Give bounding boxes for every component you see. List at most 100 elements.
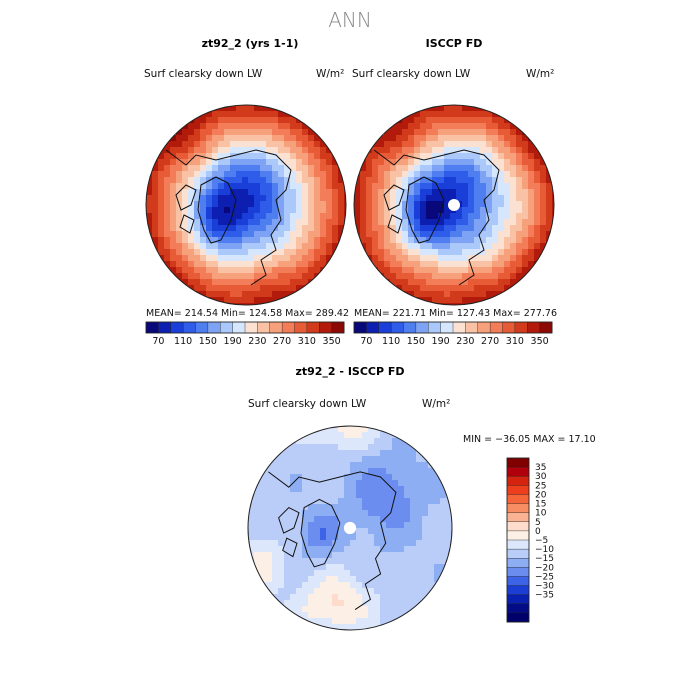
map-cell	[402, 279, 409, 286]
map-cell	[366, 243, 373, 250]
map-cell	[302, 462, 309, 469]
map-cell	[410, 510, 417, 517]
map-cell	[356, 498, 363, 505]
map-cell	[314, 177, 321, 184]
map-cell	[248, 117, 255, 124]
map-cell	[516, 159, 523, 166]
map-cell	[320, 588, 327, 595]
map-cell	[326, 534, 333, 541]
map-cell	[444, 261, 451, 268]
map-cell	[416, 510, 423, 517]
map-cell	[468, 117, 475, 124]
map-cell	[308, 528, 315, 535]
map-cell	[230, 111, 237, 118]
map-cell	[408, 231, 415, 238]
map-cell	[314, 201, 321, 208]
map-cell	[278, 558, 285, 565]
map-cell	[278, 129, 285, 136]
map-cell	[398, 438, 405, 445]
map-cell	[462, 267, 469, 274]
map-cell	[528, 165, 535, 172]
map-cell	[386, 606, 393, 613]
colorbar-swatch	[506, 548, 530, 559]
map-cell	[368, 462, 375, 469]
map-cell	[146, 213, 153, 220]
map-cell	[254, 207, 261, 214]
map-cell	[516, 189, 523, 196]
map-cell	[338, 564, 345, 571]
map-cell	[440, 492, 447, 499]
map-cell	[344, 462, 351, 469]
map-cell	[194, 171, 201, 178]
map-cell	[272, 570, 279, 577]
map-cell	[326, 255, 333, 262]
map-cell	[320, 444, 327, 451]
map-cell	[290, 123, 297, 130]
map-cell	[254, 297, 261, 304]
map-cell	[176, 195, 183, 202]
map-cell	[242, 291, 249, 298]
map-cell	[308, 480, 315, 487]
map-cell	[248, 213, 255, 220]
map-cell	[492, 171, 499, 178]
map-cell	[266, 558, 273, 565]
map-cell	[338, 207, 345, 214]
map-cell	[504, 243, 511, 250]
map-cell	[308, 237, 315, 244]
map-cell	[248, 237, 255, 244]
map-cell	[404, 600, 411, 607]
map-cell	[272, 279, 279, 286]
map-cell	[414, 219, 421, 226]
map-cell	[428, 558, 435, 565]
map-cell	[350, 534, 357, 541]
map-cell	[302, 135, 309, 142]
map-cell	[404, 462, 411, 469]
map-cell	[278, 534, 285, 541]
map-cell	[534, 165, 541, 172]
map-cell	[426, 213, 433, 220]
map-cell	[338, 444, 345, 451]
map-cell	[266, 255, 273, 262]
map-cell	[360, 225, 367, 232]
map-cell	[372, 183, 379, 190]
map-cell	[248, 153, 255, 160]
map-cell	[296, 534, 303, 541]
map-cell	[200, 207, 207, 214]
map-cell	[528, 177, 535, 184]
map-cell	[368, 510, 375, 517]
map-cell	[350, 450, 357, 457]
map-cell	[314, 267, 321, 274]
map-cell	[296, 612, 303, 619]
map-cell	[242, 123, 249, 130]
map-cell	[266, 231, 273, 238]
map-cell	[362, 540, 369, 547]
map-cell	[362, 510, 369, 517]
map-cell	[486, 123, 493, 130]
map-cell	[188, 195, 195, 202]
map-cell	[314, 522, 321, 529]
map-cell	[344, 576, 351, 583]
map-cell	[302, 141, 309, 148]
map-cell	[290, 225, 297, 232]
map-cell	[266, 522, 273, 529]
map-cell	[390, 195, 397, 202]
map-cell	[308, 546, 315, 553]
map-cell	[414, 183, 421, 190]
map-cell	[516, 201, 523, 208]
map-cell	[320, 219, 327, 226]
map-cell	[498, 135, 505, 142]
map-cell	[498, 201, 505, 208]
map-cell	[320, 564, 327, 571]
panel2-title: ISCCP FD	[425, 37, 483, 50]
map-cell	[474, 231, 481, 238]
map-cell	[302, 552, 309, 559]
map-cell	[480, 261, 487, 268]
map-cell	[422, 546, 429, 553]
map-cell	[332, 588, 339, 595]
map-cell	[404, 480, 411, 487]
map-cell	[290, 546, 297, 553]
map-cell	[492, 255, 499, 262]
map-cell	[408, 189, 415, 196]
map-cell	[434, 474, 441, 481]
map-cell	[224, 279, 231, 286]
